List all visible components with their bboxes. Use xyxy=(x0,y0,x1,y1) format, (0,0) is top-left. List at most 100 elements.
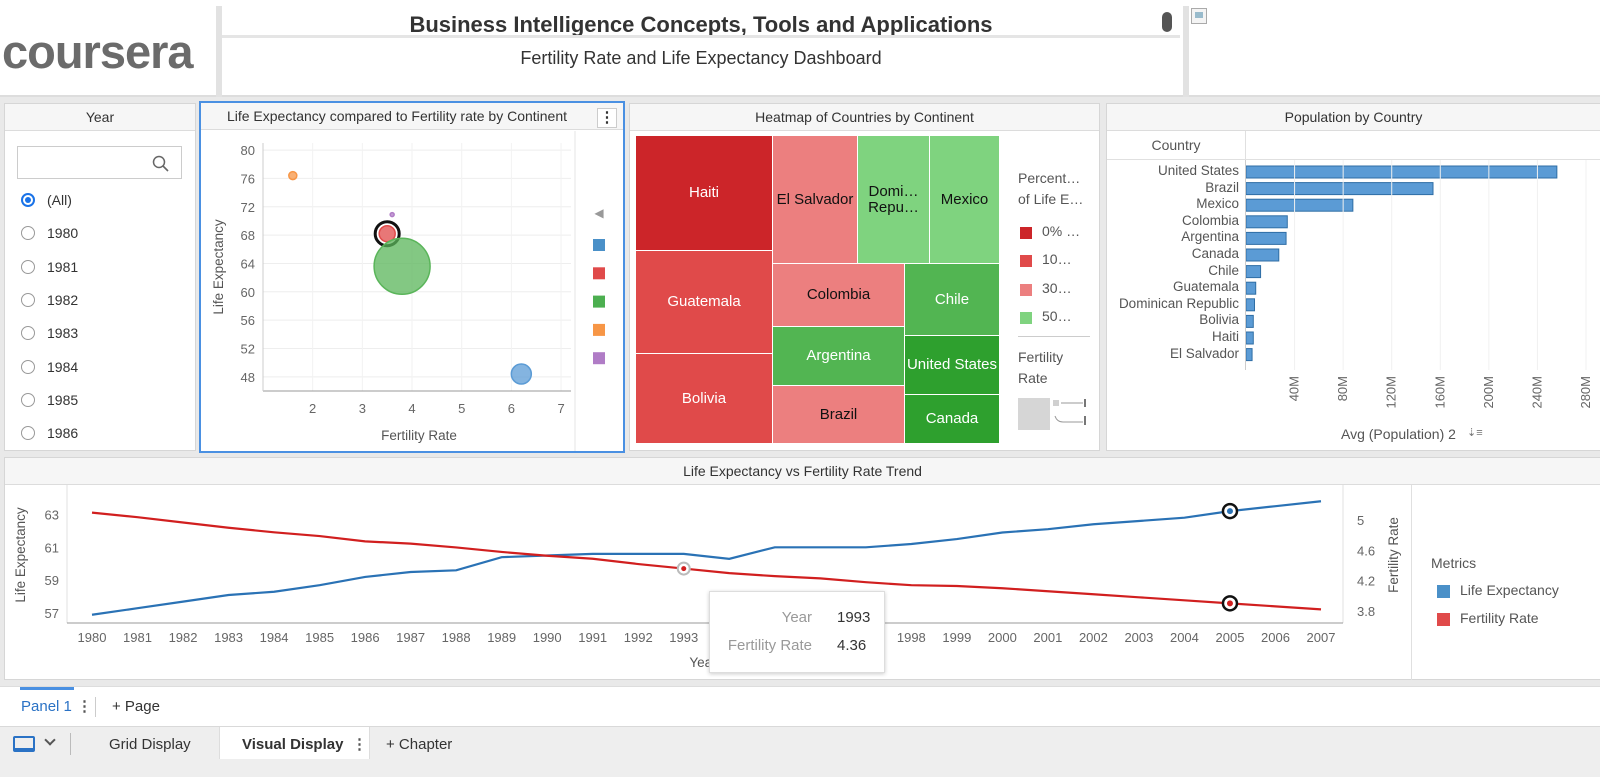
population-bar[interactable] xyxy=(1245,231,1287,245)
x-tick-label: 2004 xyxy=(1170,630,1199,645)
legend-divider xyxy=(1018,336,1090,337)
population-bar[interactable] xyxy=(1245,165,1558,179)
sort-icon[interactable]: ⇣≡ xyxy=(1467,427,1483,439)
treemap-cell[interactable]: Colombia xyxy=(773,264,905,327)
year-option[interactable]: 1985 xyxy=(21,390,78,410)
legend-label: Life Expectancy xyxy=(1460,582,1559,598)
y-tick-label: 64 xyxy=(241,256,255,271)
treemap-cell[interactable]: Argentina xyxy=(773,327,905,386)
radio-button[interactable] xyxy=(21,392,35,407)
radio-button[interactable] xyxy=(21,426,35,441)
year-option[interactable]: 1982 xyxy=(21,290,78,310)
bubble[interactable] xyxy=(373,237,431,296)
selected-point[interactable] xyxy=(1226,508,1233,515)
legend-swatch[interactable] xyxy=(1020,227,1032,239)
x-tick-label: 1999 xyxy=(942,630,971,645)
year-option[interactable]: 1983 xyxy=(21,323,78,343)
legend-collapse-arrow[interactable]: ◀ xyxy=(594,206,604,220)
bubble[interactable] xyxy=(510,363,533,385)
tooltip-metric-value: 4.36 xyxy=(837,637,867,654)
population-x-axis-label: Avg (Population) 2 xyxy=(1341,426,1456,442)
radio-button[interactable] xyxy=(21,193,35,207)
add-page-button[interactable]: + Page xyxy=(112,698,160,715)
radio-button[interactable] xyxy=(21,292,35,307)
panel-1-menu-button[interactable]: ⋮ xyxy=(77,698,92,715)
grid-display-tab[interactable]: Grid Display xyxy=(109,736,191,753)
selected-point[interactable] xyxy=(1226,600,1233,607)
population-bar[interactable] xyxy=(1245,215,1288,229)
bubble-chart-menu-button[interactable]: ⋮ xyxy=(597,108,617,128)
tooltip-year-label: Year xyxy=(781,609,812,626)
panel-1-tab[interactable]: Panel 1 xyxy=(21,698,72,715)
treemap-cell[interactable]: Bolivia xyxy=(636,354,773,444)
legend-swatch[interactable] xyxy=(593,295,605,308)
header-sep xyxy=(1245,131,1246,160)
search-icon[interactable] xyxy=(152,155,169,172)
population-bar[interactable] xyxy=(1245,265,1262,279)
radio-button[interactable] xyxy=(21,259,35,274)
bubble-chart-panel[interactable]: Life Expectancy compared to Fertility ra… xyxy=(199,101,625,453)
year-option[interactable]: 1980 xyxy=(21,223,78,243)
legend-swatch[interactable] xyxy=(1437,585,1450,598)
x-tick-label: 200M xyxy=(1481,376,1496,409)
chevron-down-icon[interactable] xyxy=(44,734,56,746)
year-option[interactable]: (All) xyxy=(21,190,72,210)
tab-sep xyxy=(95,697,96,717)
series-line[interactable] xyxy=(91,500,1322,616)
heatmap-panel: Heatmap of Countries by Continent Haiti G… xyxy=(629,103,1100,451)
legend-swatch[interactable] xyxy=(593,267,605,280)
bubble[interactable] xyxy=(389,211,395,218)
heatmap-title: Heatmap of Countries by Continent xyxy=(630,104,1099,131)
treemap-cell[interactable]: United States xyxy=(905,336,1000,395)
country-label: Mexico xyxy=(1196,196,1239,212)
year-search-input[interactable] xyxy=(22,151,147,174)
population-bar[interactable] xyxy=(1245,182,1434,196)
treemap-cell[interactable]: Haiti xyxy=(636,136,773,251)
x-tick-label: 2003 xyxy=(1124,630,1153,645)
treemap-cell[interactable]: Canada xyxy=(905,395,1000,444)
treemap-cell[interactable]: Mexico xyxy=(930,136,1000,264)
population-bar[interactable] xyxy=(1245,298,1255,312)
legend-swatch[interactable] xyxy=(1020,255,1032,268)
legend-swatch[interactable] xyxy=(593,239,605,251)
x-tick-label: 1986 xyxy=(351,630,380,645)
legend-swatch[interactable] xyxy=(593,352,605,365)
radio-button[interactable] xyxy=(21,326,35,341)
year-option[interactable]: 1986 xyxy=(21,423,78,443)
year-filter-panel: Year (All) 1980 1981 1982 1983 1984 1985 1986 xyxy=(4,103,196,451)
population-bar[interactable] xyxy=(1245,281,1257,295)
visual-display-tab[interactable]: Visual Display ⋮ xyxy=(219,727,370,759)
treemap-cell[interactable]: El Salvador xyxy=(773,136,858,264)
treemap-cell[interactable]: Domi… Repu… xyxy=(858,136,930,264)
y-tick-label: 56 xyxy=(241,313,255,328)
treemap-cell[interactable]: Brazil xyxy=(773,386,905,444)
treemap-cell[interactable]: Guatemala xyxy=(636,251,773,354)
population-bar[interactable] xyxy=(1245,314,1254,328)
legend-swatch[interactable] xyxy=(1020,283,1032,296)
visual-display-menu-button[interactable]: ⋮ xyxy=(352,736,367,753)
year-option[interactable]: 1984 xyxy=(21,357,78,377)
header-divider xyxy=(216,6,222,97)
year-option[interactable]: 1981 xyxy=(21,257,78,277)
radio-button[interactable] xyxy=(21,226,35,241)
monitor-icon[interactable] xyxy=(13,736,35,752)
population-bar[interactable] xyxy=(1245,348,1253,362)
coursera-logo: coursera xyxy=(2,25,194,78)
legend-swatch[interactable] xyxy=(593,323,605,336)
population-bar[interactable] xyxy=(1245,248,1280,262)
legend-swatch[interactable] xyxy=(1020,311,1032,324)
legend-swatch[interactable] xyxy=(1437,613,1450,626)
bubble[interactable] xyxy=(378,224,396,243)
treemap-cell[interactable]: Chile xyxy=(905,264,1000,336)
radio-button[interactable] xyxy=(21,359,35,374)
hover-point[interactable] xyxy=(681,566,687,572)
y-tick-label: 80 xyxy=(241,143,255,158)
year-search-box[interactable] xyxy=(17,146,182,179)
add-chapter-button[interactable]: + Chapter xyxy=(386,736,453,753)
scrollbar-thumb[interactable] xyxy=(1162,12,1172,32)
population-bar[interactable] xyxy=(1245,331,1254,345)
population-bar[interactable] xyxy=(1245,198,1354,212)
series-line[interactable] xyxy=(91,511,1322,611)
bubble[interactable] xyxy=(288,170,298,181)
